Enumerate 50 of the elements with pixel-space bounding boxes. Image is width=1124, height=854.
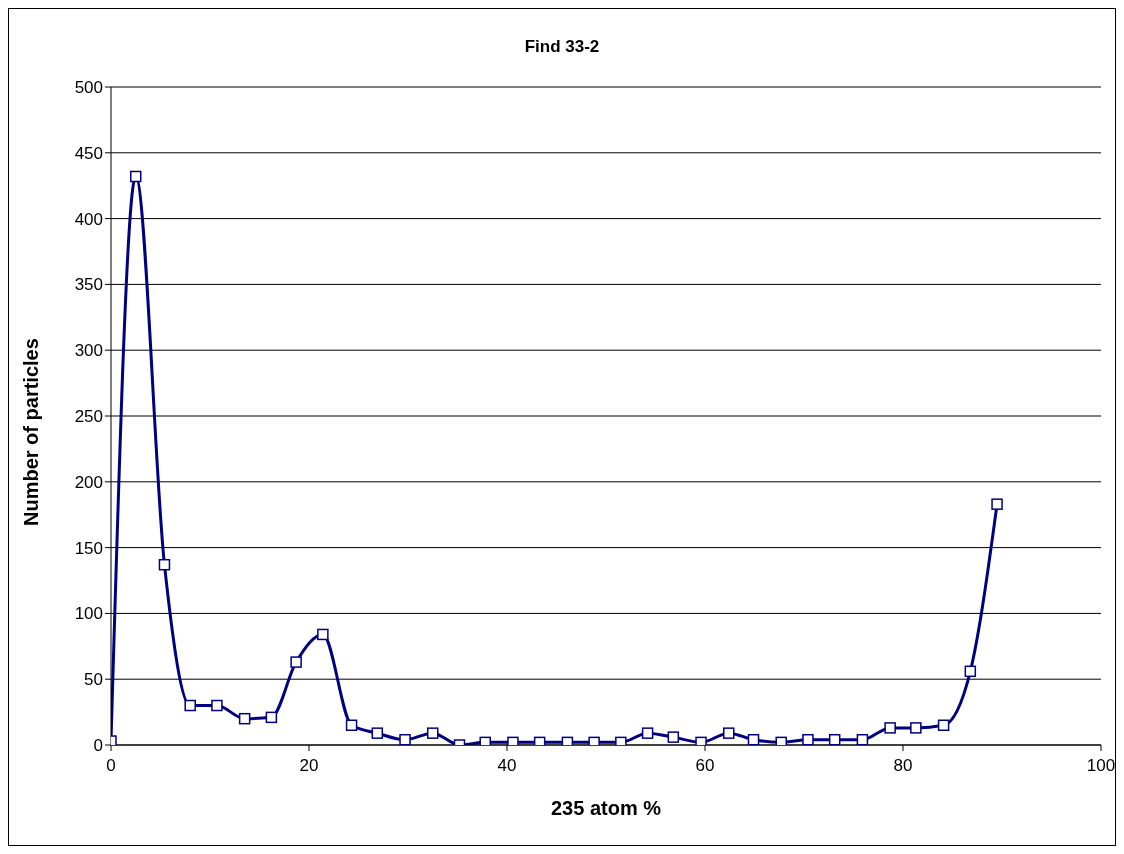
- point: [399, 733, 411, 745]
- y-tick-label: 150: [74, 538, 103, 558]
- x-tick-label: 100: [1086, 756, 1116, 776]
- point: [747, 733, 760, 745]
- x-tick-label: 40: [497, 756, 517, 776]
- point: [265, 711, 278, 724]
- y-tick-label: 450: [74, 143, 103, 163]
- point: [910, 722, 922, 734]
- y-tick-label: 250: [74, 407, 103, 427]
- x-tick-label: 0: [106, 756, 116, 776]
- point: [371, 727, 384, 739]
- point: [317, 628, 329, 641]
- x-tick-label: 80: [893, 756, 913, 776]
- point: [427, 727, 439, 739]
- point: [802, 733, 814, 745]
- point: [991, 498, 1003, 510]
- y-tick-label: 100: [74, 604, 103, 624]
- point: [158, 558, 171, 571]
- point: [695, 736, 707, 745]
- y-tick-label: 350: [74, 275, 103, 295]
- chart-title: Find 33-2: [523, 37, 601, 57]
- point: [184, 699, 196, 712]
- point: [667, 731, 680, 743]
- x-axis-title: 235 atom %: [550, 797, 662, 819]
- y-tick-label: 400: [74, 209, 103, 229]
- point: [238, 712, 251, 725]
- point: [211, 699, 223, 712]
- point: [856, 733, 869, 745]
- y-axis-title: Number of particles: [20, 338, 43, 526]
- point: [775, 736, 787, 745]
- y-tick-label: 200: [74, 472, 103, 492]
- y-tick-label: 500: [74, 78, 103, 98]
- point: [507, 736, 519, 745]
- point: [479, 736, 491, 745]
- point: [130, 170, 142, 183]
- point: [588, 736, 600, 745]
- point: [641, 727, 654, 739]
- point: [937, 719, 950, 732]
- point: [828, 733, 841, 745]
- point: [345, 719, 358, 732]
- point: [884, 722, 896, 734]
- point: [723, 727, 735, 739]
- x-tick-label: 20: [299, 756, 319, 776]
- x-tick-label: 60: [695, 756, 715, 776]
- y-tick-label: 0: [93, 736, 103, 756]
- point: [964, 665, 977, 678]
- y-tick-label: 50: [84, 670, 103, 690]
- point: [290, 656, 302, 668]
- y-tick-label: 300: [74, 341, 103, 361]
- point: [615, 736, 627, 745]
